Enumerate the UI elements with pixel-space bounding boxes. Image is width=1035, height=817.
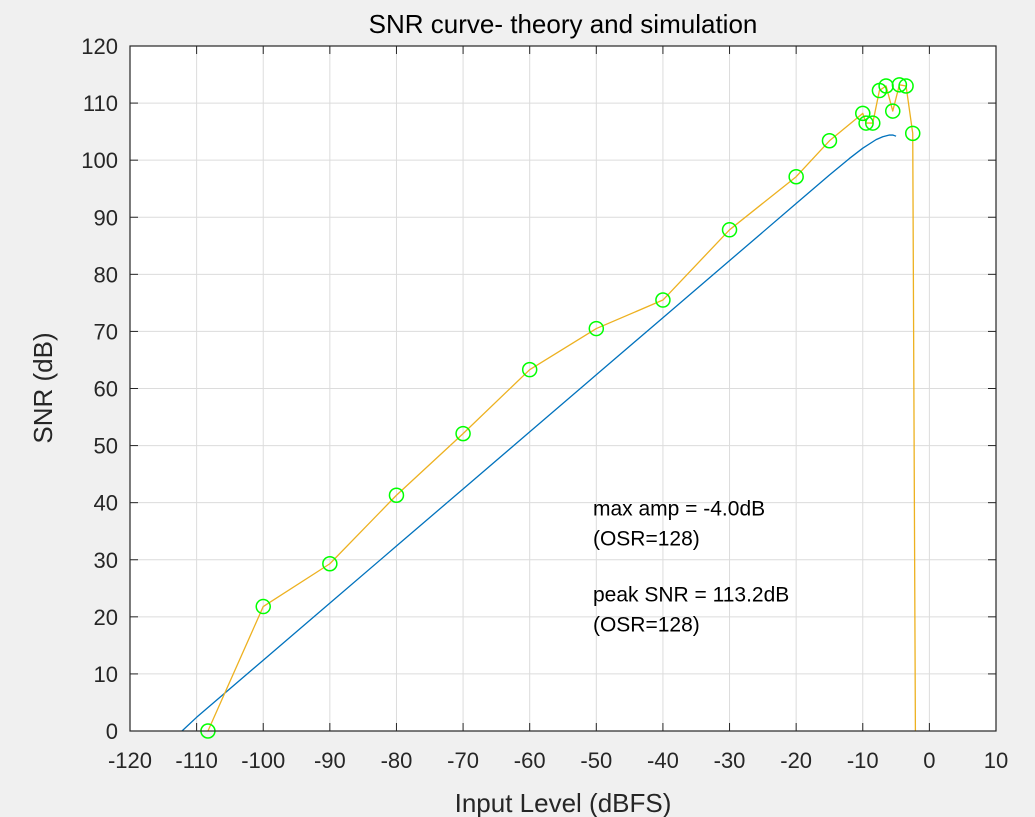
simulation-point: [865, 115, 881, 131]
simulation-point: [255, 598, 271, 615]
simulation-point: [904, 125, 921, 142]
simulation-point: [388, 487, 405, 503]
annotation-text: peak SNR = 113.2dB: [593, 583, 789, 606]
x-axis-title: Input Level (dBFS): [455, 788, 672, 817]
grid-lines: [130, 46, 996, 731]
simulation-point: [521, 361, 538, 378]
x-tick-label: -120: [108, 748, 152, 773]
x-tick-label: -30: [714, 748, 746, 773]
annotation-text: (OSR=128): [593, 528, 700, 551]
x-tick-label: -80: [381, 748, 413, 773]
simulation-point: [721, 222, 738, 238]
simulation-point: [655, 292, 671, 308]
y-tick-label: 40: [94, 491, 118, 516]
y-tick-label: 10: [94, 662, 118, 687]
y-tick-label: 120: [81, 34, 118, 59]
y-tick-label: 20: [94, 605, 118, 630]
theory-line: [181, 134, 897, 732]
x-tick-label: -100: [241, 748, 285, 773]
simulation-point: [455, 425, 471, 442]
x-tick-label: -50: [580, 748, 612, 773]
x-tick-label: -60: [514, 748, 546, 773]
x-tick-label: -10: [847, 748, 879, 773]
chart-title: SNR curve- theory and simulation: [369, 9, 758, 39]
y-tick-label: 70: [94, 319, 118, 344]
simulation-line: [207, 84, 917, 732]
x-tick-label: -20: [780, 748, 812, 773]
annotation-text: max amp = -4.0dB: [593, 498, 765, 521]
y-tick-label: 90: [94, 205, 118, 230]
y-tick-label: 110: [83, 91, 118, 116]
y-axis-title: SNR (dB): [28, 332, 58, 443]
y-tick-label: 100: [81, 148, 118, 173]
simulation-point: [788, 168, 804, 185]
y-tick-label: 60: [94, 377, 118, 402]
axis-ticks: -120 -110 -100 -90 -80 -70 -60 -50 -40 -30 -20 -10 0…: [81, 34, 1008, 773]
simulation-point: [588, 320, 605, 337]
y-tick-label: 30: [94, 548, 118, 573]
x-tick-label: 0: [923, 748, 935, 773]
simulation-point: [891, 77, 908, 93]
x-tick-label: -90: [314, 748, 346, 773]
annotations: max amp = -4.0dB (OSR=128) peak SNR = 113.…: [593, 498, 789, 637]
x-tick-label: -40: [647, 748, 679, 773]
simulation-point: [855, 105, 871, 122]
series-layer: [181, 77, 921, 739]
simulation-point: [898, 78, 914, 94]
x-tick-label: -110: [175, 748, 217, 773]
x-tick-label: 10: [984, 748, 1008, 773]
simulation-point: [858, 115, 874, 131]
y-tick-label: 50: [94, 434, 118, 459]
y-tick-label: 80: [94, 262, 118, 287]
x-tick-label: -70: [447, 748, 479, 773]
annotation-text: (OSR=128): [593, 613, 700, 636]
simulation-point: [821, 133, 838, 149]
simulation-point: [884, 103, 901, 119]
y-tick-label: 0: [106, 719, 118, 744]
simulation-point: [322, 555, 338, 572]
